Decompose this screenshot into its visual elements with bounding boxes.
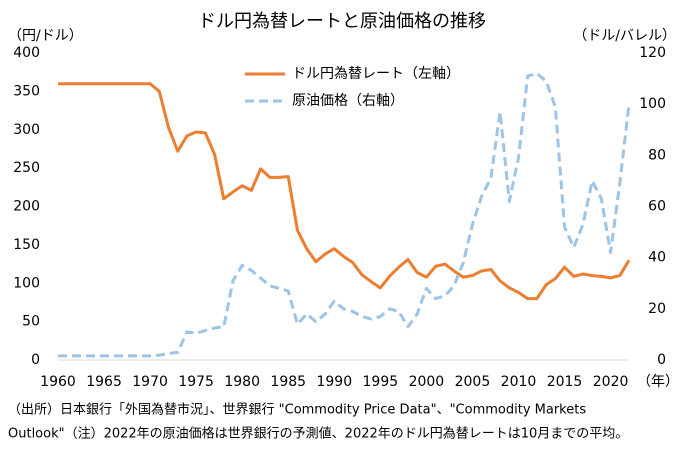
y2-tick-label: 0 (657, 352, 666, 368)
chart-title: ドル円為替レートと原油価格の推移 (198, 11, 486, 32)
x-tick-label: 2005 (455, 374, 491, 390)
x-tick-label: 1965 (86, 374, 122, 390)
y2-tick-label: 100 (639, 96, 666, 112)
y-tick-label: 150 (13, 237, 40, 253)
y2-tick-label: 20 (648, 301, 666, 317)
series-line (58, 71, 631, 358)
y2-tick-label: 60 (648, 199, 666, 215)
y-tick-label: 250 (13, 160, 40, 176)
y-tick-label: 50 (22, 314, 40, 330)
x-axis-label: （年） (637, 374, 679, 390)
x-tick-label: 1975 (178, 374, 214, 390)
x-tick-label: 2010 (501, 374, 537, 390)
y2-tick-label: 120 (639, 45, 666, 61)
y-tick-label: 400 (13, 45, 40, 61)
y-tick-label: 300 (13, 122, 40, 138)
y2-tick-label: 40 (648, 250, 666, 266)
x-tick-label: 1990 (316, 374, 352, 390)
note: Outlook"（注）2022年の原油価格は世界銀行の予測値、2022年のドル円… (8, 426, 628, 442)
x-tick-label: 2000 (409, 374, 445, 390)
y-tick-label: 350 (13, 83, 40, 99)
y2-axis-label: （ドル/バレル） (573, 28, 676, 44)
note: （出所）日本銀行「外国為替市況」、世界銀行 "Commodity Price D… (8, 402, 586, 418)
series-line (58, 82, 631, 301)
x-tick-label: 1970 (132, 374, 168, 390)
y-tick-label: 200 (13, 199, 40, 215)
x-tick-label: 1995 (363, 374, 399, 390)
y-tick-label: 100 (13, 275, 40, 291)
legend-label: 原油価格（右軸） (292, 93, 404, 109)
legend-label: ドル円為替レート（左軸） (292, 66, 460, 82)
x-tick-label: 2015 (547, 374, 583, 390)
y-axis-label: （円/ドル） (8, 28, 83, 44)
x-tick-label: 1960 (40, 374, 76, 390)
x-tick-label: 1985 (270, 374, 306, 390)
x-tick-label: 1980 (224, 374, 260, 390)
y-tick-label: 0 (31, 352, 40, 368)
x-tick-label: 2020 (593, 374, 629, 390)
y2-tick-label: 80 (648, 147, 666, 163)
